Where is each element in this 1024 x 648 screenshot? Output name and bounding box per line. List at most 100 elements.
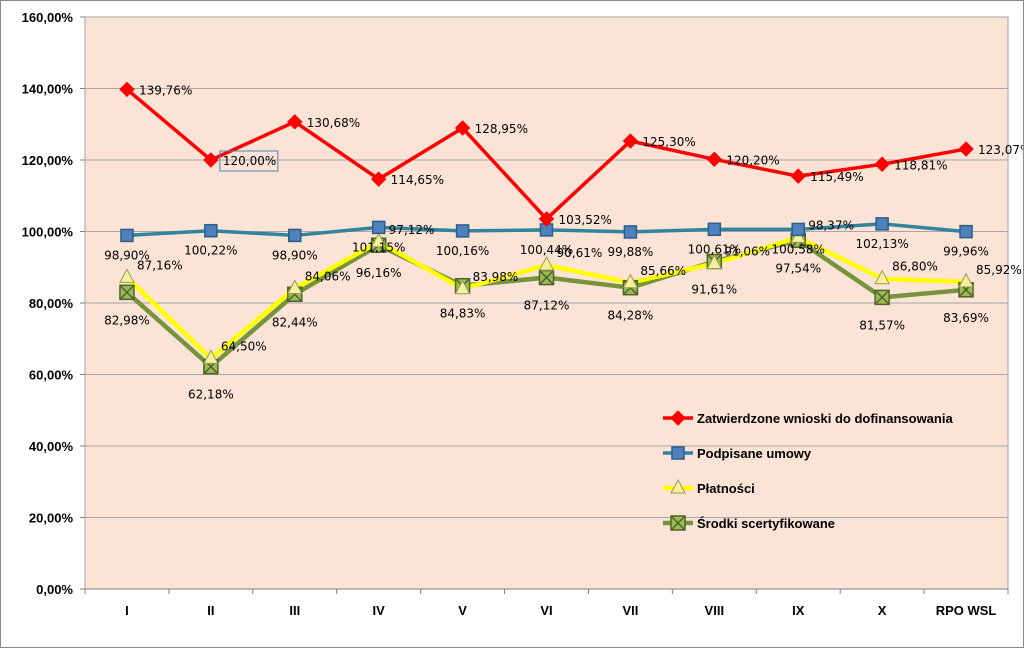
series-zatwierdzone-point [287, 114, 303, 130]
legend-item: Zatwierdzone wnioski do dofinansowania [663, 410, 953, 426]
series-platnosci-data-label: 90,61% [557, 246, 603, 260]
series-umowy-point [623, 225, 638, 239]
series-zatwierdzone-data-label: 128,95% [475, 122, 528, 136]
series-srodki-data-label: 81,57% [859, 318, 905, 332]
y-tick-label: 80,00% [29, 296, 74, 311]
series-umowy-point [288, 228, 302, 243]
series-zatwierdzone-point [622, 133, 639, 149]
series-zatwierdzone-data-label: 120,00% [223, 154, 276, 168]
series-zatwierdzone-data-label: 123,07% [978, 143, 1023, 157]
series-srodki-data-label: 62,18% [188, 388, 234, 402]
y-tick-label: 0,00% [36, 582, 73, 597]
series-platnosci-data-label: 83,98% [473, 270, 519, 284]
series-zatwierdzone-data-label: 120,20% [726, 153, 779, 167]
x-tick-label: IV [373, 603, 386, 618]
series-srodki-data-label: 91,61% [691, 282, 737, 296]
series-zatwierdzone-data-label: 125,30% [642, 135, 695, 149]
series-zatwierdzone-point [454, 120, 471, 136]
series-srodki-data-label: 97,54% [775, 261, 821, 275]
series-srodki-data-label: 82,98% [104, 313, 150, 327]
x-tick-label: II [207, 603, 214, 618]
series-platnosci-data-label: 85,66% [640, 264, 686, 278]
series-platnosci-data-label: 87,16% [137, 258, 183, 272]
x-tick-label: RPO WSL [936, 603, 997, 618]
series-umowy-point [204, 223, 218, 238]
series-zatwierdzone-point [370, 171, 387, 187]
series-zatwierdzone-point [958, 141, 974, 157]
series-umowy-data-label: 100,22% [184, 244, 237, 258]
series-platnosci-data-label: 97,12% [389, 223, 435, 237]
series-umowy-point [371, 220, 386, 235]
legend-item: Płatności [663, 478, 755, 496]
series-umowy-point [707, 222, 722, 237]
x-tick-label: VI [540, 603, 552, 618]
series-zatwierdzone-point [790, 168, 806, 184]
x-tick-label: X [878, 603, 887, 618]
y-tick-label: 140,00% [22, 82, 74, 97]
series-zatwierdzone-data-label: 118,81% [894, 158, 947, 172]
series-umowy-data-label: 100,44% [520, 243, 573, 257]
legend-label: Zatwierdzone wnioski do dofinansowania [697, 411, 953, 426]
series-umowy-data-label: 102,13% [855, 237, 908, 251]
selected-label-box [219, 150, 279, 172]
series-zatwierdzone-point [706, 151, 723, 167]
series-zatwierdzone-point [538, 211, 555, 227]
series-srodki-data-label: 84,83% [440, 307, 486, 321]
legend-item: Środki scertyfikowane [663, 515, 835, 531]
y-tick-label: 20,00% [29, 511, 74, 526]
series-srodki-data-label: 84,28% [608, 309, 654, 323]
series-srodki-point [119, 284, 135, 301]
series-platnosci-data-label: 64,50% [221, 339, 267, 353]
series-umowy-data-label: 101,15% [352, 240, 405, 254]
series-platnosci-point [706, 254, 723, 269]
series-zatwierdzone-data-label: 103,52% [559, 213, 612, 227]
series-srodki-data-label: 96,16% [356, 266, 402, 280]
series-umowy-data-label: 98,90% [272, 248, 318, 262]
series-platnosci-point [203, 349, 219, 364]
series-srodki-data-label: 82,44% [272, 315, 318, 329]
series-platnosci-data-label: 85,92% [976, 263, 1022, 277]
series-umowy-point [791, 222, 805, 237]
x-tick-label: III [289, 603, 300, 618]
series-platnosci-point [622, 273, 639, 289]
series-platnosci-point [958, 272, 974, 288]
series-platnosci-point [538, 256, 555, 271]
series-platnosci-point [454, 279, 471, 295]
series-srodki-point [874, 289, 890, 306]
series-umowy-point [875, 217, 889, 231]
legend-marker [670, 515, 686, 531]
series-umowy-data-label: 98,90% [104, 248, 150, 262]
series-platnosci-point [286, 279, 303, 294]
series-zatwierdzone-data-label: 139,76% [139, 83, 192, 97]
series-zatwierdzone-data-label: 130,68% [307, 116, 360, 130]
y-tick-label: 40,00% [29, 439, 74, 454]
legend-marker [671, 446, 685, 460]
series-umowy-data-label: 100,58% [772, 242, 825, 256]
series-platnosci-data-label: 98,37% [808, 218, 854, 232]
series-platnosci-point [874, 269, 890, 285]
series-zatwierdzone-data-label: 114,65% [391, 173, 444, 187]
series-umowy-data-label: 100,16% [436, 244, 489, 258]
legend-marker [670, 478, 686, 494]
series-umowy-data-label: 99,88% [608, 245, 654, 259]
series-platnosci-data-label: 84,06% [305, 269, 351, 283]
series-srodki-point [538, 269, 555, 286]
series-srodki-data-label: 87,12% [524, 299, 570, 313]
y-tick-label: 160,00% [22, 10, 74, 25]
x-tick-label: VIII [705, 603, 725, 618]
series-umowy-point [455, 224, 470, 238]
series-zatwierdzone-point [874, 156, 890, 172]
series-zatwierdzone-point [203, 152, 219, 168]
series-umowy-point [120, 228, 134, 243]
series-srodki-data-label: 83,69% [943, 311, 989, 325]
legend-item: Podpisane umowy [663, 446, 812, 461]
series-umowy-data-label: 100,61% [688, 242, 741, 256]
series-platnosci-data-label: 86,80% [892, 260, 938, 274]
x-tick-label: VII [622, 603, 638, 618]
x-tick-label: IX [792, 603, 805, 618]
legend-label: Podpisane umowy [697, 446, 812, 461]
x-tick-label: I [125, 603, 129, 618]
x-tick-label: V [458, 603, 467, 618]
